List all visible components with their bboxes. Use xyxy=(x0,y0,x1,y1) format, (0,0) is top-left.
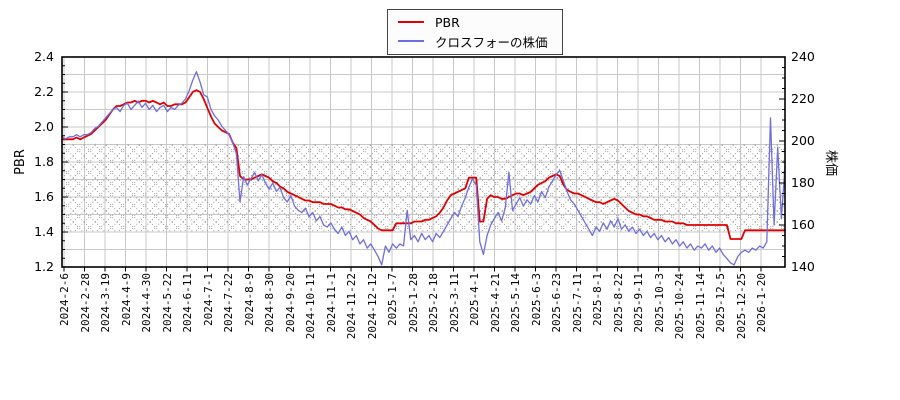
x-tick-label: 2024-9-20 xyxy=(283,273,297,333)
y-tick-label-right: 180 xyxy=(791,175,815,190)
x-tick-label: 2025-3-11 xyxy=(447,273,461,333)
x-tick-label: 2024-7-1 xyxy=(201,273,215,326)
y-tick-label-left: 1.6 xyxy=(34,189,54,204)
x-tick-label: 2025-1-28 xyxy=(406,273,420,333)
x-tick-label: 2024-2-28 xyxy=(78,273,92,333)
right-axis-title: 株価 xyxy=(823,149,839,176)
legend-label-pbr: PBR xyxy=(435,14,460,30)
y-tick-label-left: 2.2 xyxy=(34,84,54,99)
plot-border xyxy=(61,56,786,268)
crosshatch-band xyxy=(62,144,785,232)
legend-label-stock-price: クロスフォーの株価 xyxy=(435,34,548,50)
x-tick-label: 2024-5-22 xyxy=(160,273,174,333)
x-tick-label: 2024-4-9 xyxy=(119,273,133,326)
x-tick-label: 2025-4-1 xyxy=(468,273,481,326)
x-tick-label: 2025-5-14 xyxy=(509,273,522,333)
x-tick-label: 2024-12-12 xyxy=(365,273,379,340)
y-tick-label-right: 220 xyxy=(791,91,815,106)
x-tick-label: 2024-2-6 xyxy=(58,273,71,326)
x-tick-label: 2025-1-7 xyxy=(386,273,399,326)
x-tick-label: 2025-11-14 xyxy=(693,273,707,340)
y-tick-label-left: 2.4 xyxy=(34,49,54,64)
plot-area xyxy=(61,56,786,272)
x-tick-label: 2024-11-1 xyxy=(324,273,338,333)
x-tick-label: 2025-2-18 xyxy=(427,273,440,333)
x-tick-label: 2026-1-20 xyxy=(755,273,768,333)
x-tick-label: 2025-7-11 xyxy=(570,273,584,333)
x-tick-label: 2024-3-19 xyxy=(99,273,112,333)
x-tick-label: 2025-8-1 xyxy=(591,273,604,326)
legend-item-pbr: PBR xyxy=(398,14,548,30)
y-tick-label-left: 1.2 xyxy=(34,259,54,274)
y-tick-label-left: 1.4 xyxy=(34,224,54,239)
legend-item-stock-price: クロスフォーの株価 xyxy=(398,33,548,50)
x-tick-label: 2025-9-11 xyxy=(632,273,645,333)
x-tick-label: 2024-8-9 xyxy=(242,273,256,326)
y-tick-label-right: 200 xyxy=(791,133,815,148)
left-axis-title: PBR xyxy=(12,149,28,175)
x-tick-label: 2024-8-30 xyxy=(263,273,276,333)
x-tick-label: 2025-6-23 xyxy=(550,273,563,333)
x-tick-label: 2024-6-11 xyxy=(181,273,194,333)
stock-price-line-series xyxy=(61,71,786,266)
x-tick-label: 2024-11-22 xyxy=(345,273,358,340)
x-tick-label: 2025-10-24 xyxy=(673,273,686,340)
x-tick-label: 2024-7-22 xyxy=(222,273,235,333)
y-tick-label-left: 1.8 xyxy=(34,154,54,169)
x-tick-label: 2025-10-3 xyxy=(652,273,666,333)
pbr-line-swatch xyxy=(398,21,424,23)
x-tick-label: 2025-12-25 xyxy=(734,273,748,340)
x-tick-label: 2025-12-5 xyxy=(714,273,727,333)
x-tick-label: 2025-6-3 xyxy=(529,273,543,326)
x-tick-label: 2025-8-22 xyxy=(611,273,625,333)
pbr-line-series xyxy=(61,89,786,240)
y-tick-label-left: 2.0 xyxy=(34,119,54,134)
legend: PBR クロスフォーの株価 xyxy=(387,9,563,55)
y-tick-label-right: 160 xyxy=(791,217,815,232)
x-tick-label: 2024-10-11 xyxy=(304,273,317,340)
stock-price-line-swatch xyxy=(398,40,424,42)
x-tick-label: 2024-4-30 xyxy=(140,273,153,333)
y-tick-label-right: 240 xyxy=(791,49,815,64)
y-tick-label-right: 140 xyxy=(791,259,815,274)
x-tick-label: 2025-4-21 xyxy=(488,273,502,333)
